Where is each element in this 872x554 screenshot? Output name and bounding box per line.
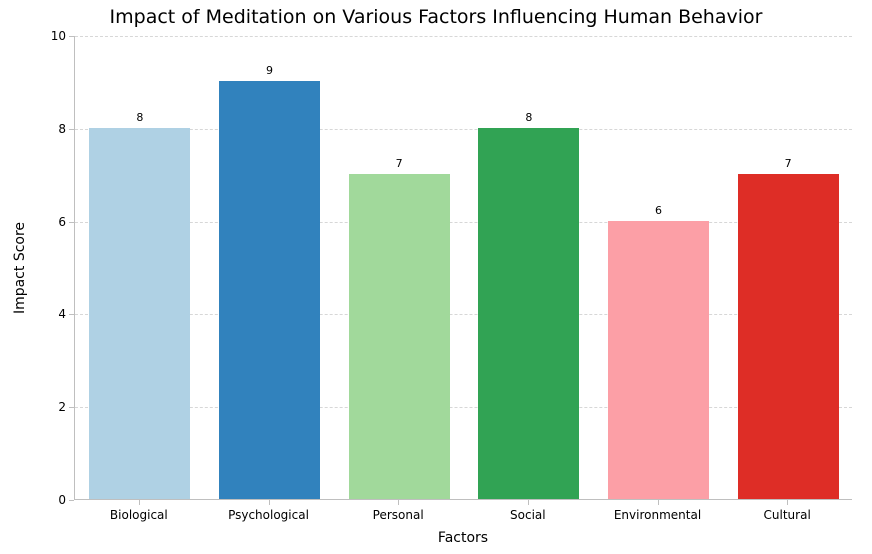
x-tick-label: Psychological <box>228 508 309 522</box>
gridline <box>75 36 852 37</box>
y-tick-mark <box>69 314 74 315</box>
gridline <box>75 407 852 408</box>
y-tick-label: 0 <box>46 493 66 507</box>
x-tick-label: Social <box>510 508 546 522</box>
y-axis-label: Impact Score <box>12 222 28 314</box>
y-tick-mark <box>69 129 74 130</box>
chart-container: Impact of Meditation on Various Factors … <box>0 0 872 554</box>
bar <box>349 174 450 499</box>
y-tick-label: 6 <box>46 215 66 229</box>
x-tick-label: Environmental <box>614 508 701 522</box>
y-tick-mark <box>69 222 74 223</box>
bar <box>89 128 190 499</box>
y-tick-label: 10 <box>46 29 66 43</box>
bar-value-label: 9 <box>266 64 273 77</box>
x-tick-mark <box>398 500 399 505</box>
gridline <box>75 314 852 315</box>
x-tick-mark <box>787 500 788 505</box>
x-tick-label: Personal <box>373 508 424 522</box>
x-tick-mark <box>658 500 659 505</box>
bar-value-label: 7 <box>785 157 792 170</box>
y-tick-label: 2 <box>46 400 66 414</box>
gridline <box>75 129 852 130</box>
x-tick-mark <box>139 500 140 505</box>
bar <box>478 128 579 499</box>
x-tick-label: Biological <box>110 508 168 522</box>
bar-value-label: 6 <box>655 204 662 217</box>
chart-title: Impact of Meditation on Various Factors … <box>0 6 872 28</box>
plot-area: 8 9 7 8 6 7 <box>74 36 852 500</box>
bar-value-label: 8 <box>525 111 532 124</box>
bar-value-label: 7 <box>396 157 403 170</box>
x-tick-mark <box>269 500 270 505</box>
bar <box>608 221 709 499</box>
bar-value-label: 8 <box>136 111 143 124</box>
gridline <box>75 222 852 223</box>
y-tick-mark <box>69 500 74 501</box>
y-tick-label: 4 <box>46 307 66 321</box>
x-tick-mark <box>528 500 529 505</box>
x-axis-label: Factors <box>438 530 488 546</box>
bar <box>219 81 320 499</box>
y-tick-mark <box>69 407 74 408</box>
y-tick-label: 8 <box>46 122 66 136</box>
y-tick-mark <box>69 36 74 37</box>
x-tick-label: Cultural <box>764 508 811 522</box>
bar <box>738 174 839 499</box>
